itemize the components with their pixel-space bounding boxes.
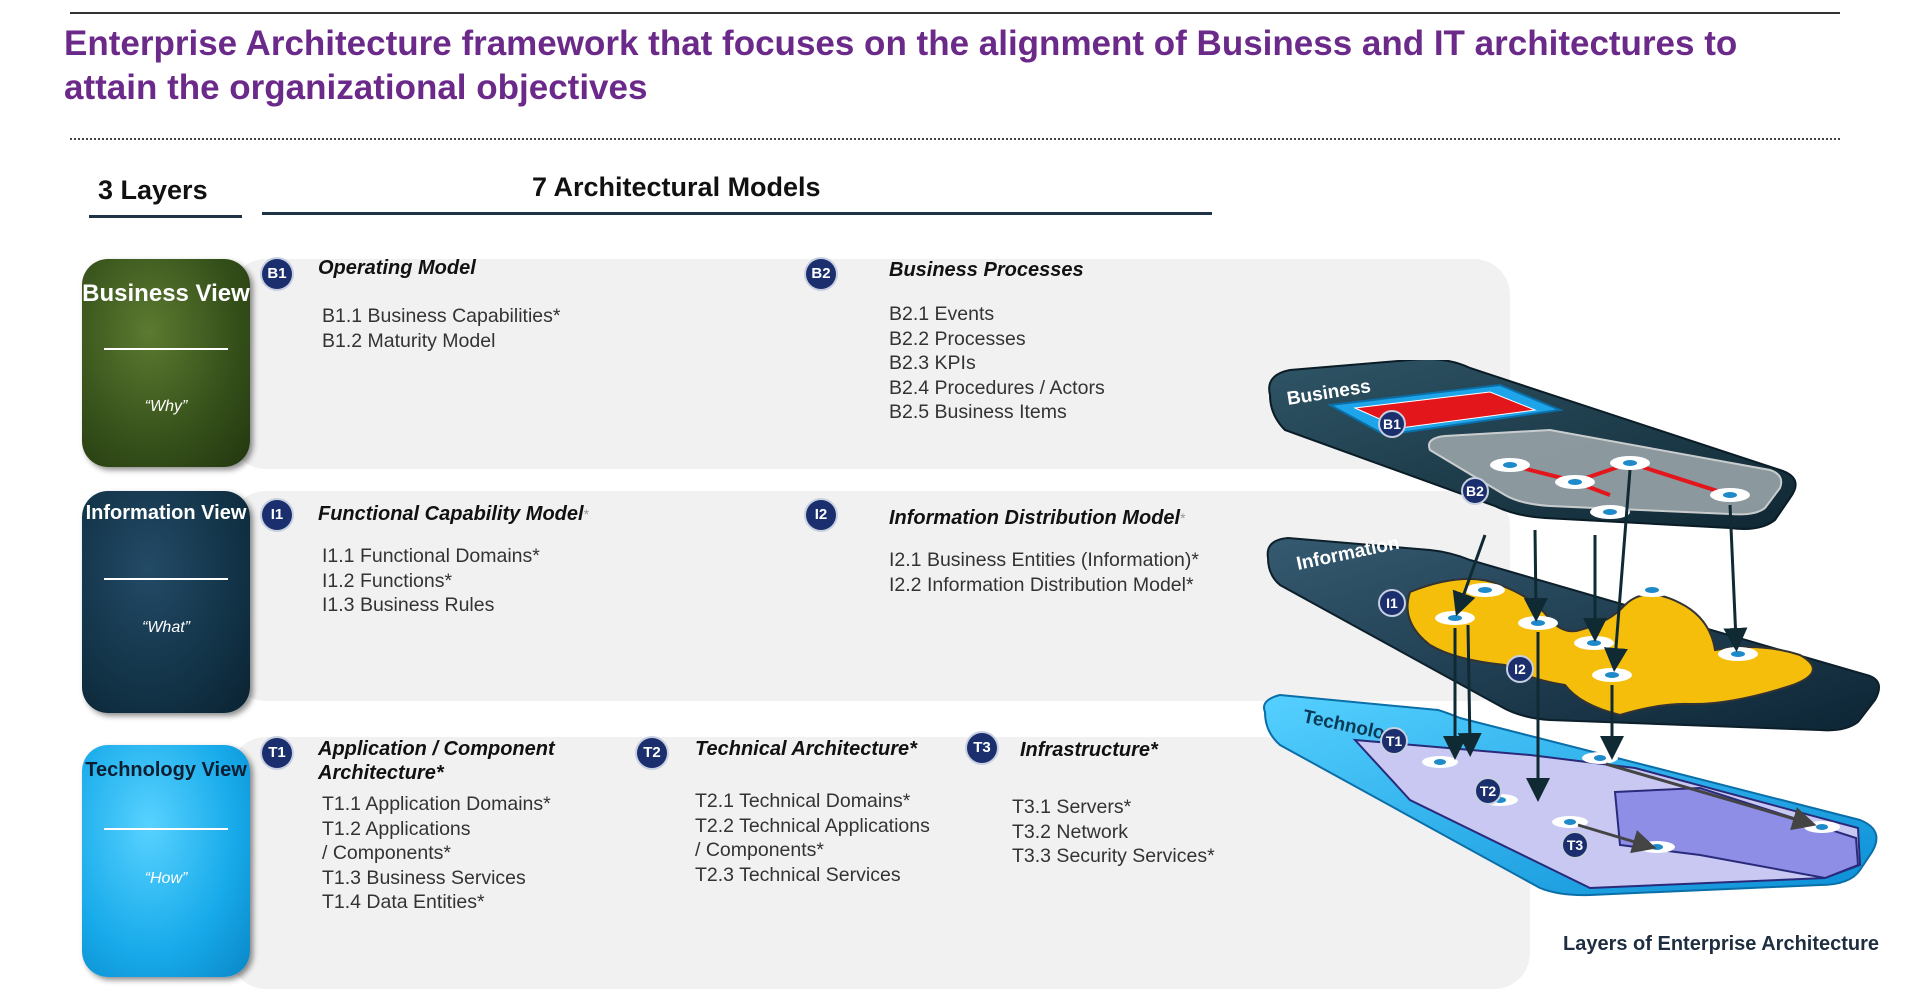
illustration-caption: Layers of Enterprise Architecture <box>1563 933 1880 955</box>
illu-badge-i1: I1 <box>1386 595 1398 611</box>
t1-badge: T1 <box>262 738 292 768</box>
information-view-card: Information View “What” <box>82 491 250 713</box>
t1-title: Application / Component Architecture* <box>318 738 555 784</box>
list-item: T3.1 Servers* <box>1012 796 1132 818</box>
i1-badge: I1 <box>262 500 292 530</box>
t3-title: Infrastructure* <box>1020 739 1158 761</box>
dotted-divider <box>70 138 1840 140</box>
list-item: / Components* <box>695 839 824 861</box>
i2-items: I2.1 Business Entities (Information)* I2… <box>889 548 1199 597</box>
b1-title: Operating Model <box>318 257 476 279</box>
i1-items: I1.1 Functional Domains* I1.2 Functions*… <box>322 544 540 618</box>
list-item: T1.3 Business Services <box>322 866 526 889</box>
b2-title: Business Processes <box>889 259 1084 281</box>
t3-badge: T3 <box>967 733 997 763</box>
business-view-card: Business View “Why” <box>82 259 250 467</box>
list-item: T1.2 Applications <box>322 817 471 840</box>
list-item: I2.2 Information Distribution Model* <box>889 573 1194 596</box>
illu-badge-t1: T1 <box>1386 733 1403 749</box>
page-title: Enterprise Architecture framework that f… <box>64 24 1738 107</box>
b2-badge: B2 <box>806 259 836 289</box>
list-item: T2.1 Technical Domains* <box>695 790 911 812</box>
list-item: I1.3 Business Rules <box>322 594 495 616</box>
list-item: B1.2 Maturity Model <box>322 329 496 352</box>
t3-items: T3.1 Servers* T3.2 Network T3.3 Security… <box>1012 795 1215 869</box>
information-row <box>230 491 1510 701</box>
t1-items: T1.1 Application Domains* T1.2 Applicati… <box>322 792 551 915</box>
technology-view-card: Technology View “How” <box>82 745 250 977</box>
t2-items: T2.1 Technical Domains* T2.2 Technical A… <box>695 789 930 887</box>
business-view-question: “Why” <box>144 398 188 415</box>
technology-row <box>230 737 1530 989</box>
i2-title: Information Distribution Model* <box>889 507 1186 529</box>
list-item: T1.1 Application Domains* <box>322 793 551 815</box>
illustration-badges: B1 B2 I1 I2 T1 T2 T3 <box>1378 410 1589 859</box>
illu-badge-b2: B2 <box>1466 483 1484 499</box>
list-item: B2.5 Business Items <box>889 401 1067 423</box>
i1-title: Functional Capability Model* <box>318 503 590 525</box>
b1-items: B1.1 Business Capabilities* B1.2 Maturit… <box>322 304 560 353</box>
models-header-underline <box>262 212 1212 215</box>
t2-title: Technical Architecture* <box>695 738 917 760</box>
list-item: B1.1 Business Capabilities* <box>322 305 561 327</box>
models-header: 7 Architectural Models <box>532 172 821 202</box>
list-item: T1.4 Data Entities* <box>322 891 485 913</box>
list-item: T2.3 Technical Services <box>695 863 901 886</box>
technology-view-label: Technology View <box>85 759 247 781</box>
b1-badge: B1 <box>262 259 292 289</box>
technology-view-divider <box>104 828 228 830</box>
business-layer: Business <box>1268 360 1797 530</box>
technology-view-question: “How” <box>144 870 188 887</box>
list-item: B2.1 Events <box>889 303 995 325</box>
list-item: I1.1 Functional Domains* <box>322 545 540 567</box>
t2-badge: T2 <box>637 738 667 768</box>
information-view-label: Information View <box>85 502 247 524</box>
illu-badge-t3: T3 <box>1567 837 1584 853</box>
information-view-question: “What” <box>142 619 190 636</box>
list-item: T3.3 Security Services* <box>1012 845 1215 867</box>
illu-badge-t2: T2 <box>1480 783 1497 799</box>
technology-layer: Technology <box>1263 693 1878 897</box>
layers-header: 3 Layers <box>98 175 208 205</box>
illu-badge-b1: B1 <box>1383 416 1401 432</box>
list-item: T2.2 Technical Applications <box>695 814 930 837</box>
i2-badge: I2 <box>806 500 836 530</box>
b2-items: B2.1 Events B2.2 Processes B2.3 KPIs B2.… <box>889 302 1105 425</box>
information-layer: Information <box>1266 533 1880 732</box>
layer-connectors <box>1443 469 1748 802</box>
enterprise-layers-illustration: Technology Information Business <box>1263 360 1880 897</box>
business-view-label: Business View <box>82 280 250 307</box>
business-view-divider <box>104 348 228 350</box>
list-item: I2.1 Business Entities (Information)* <box>889 549 1199 571</box>
list-item: / Components* <box>322 842 451 864</box>
illu-badge-i2: I2 <box>1514 661 1526 677</box>
list-item: B2.2 Processes <box>889 327 1026 350</box>
list-item: I1.2 Functions* <box>322 569 453 592</box>
top-rule <box>70 12 1840 14</box>
list-item: T3.2 Network <box>1012 820 1128 843</box>
layers-header-underline <box>89 215 242 218</box>
information-view-divider <box>104 578 228 580</box>
list-item: B2.3 KPIs <box>889 352 976 374</box>
list-item: B2.4 Procedures / Actors <box>889 376 1105 399</box>
